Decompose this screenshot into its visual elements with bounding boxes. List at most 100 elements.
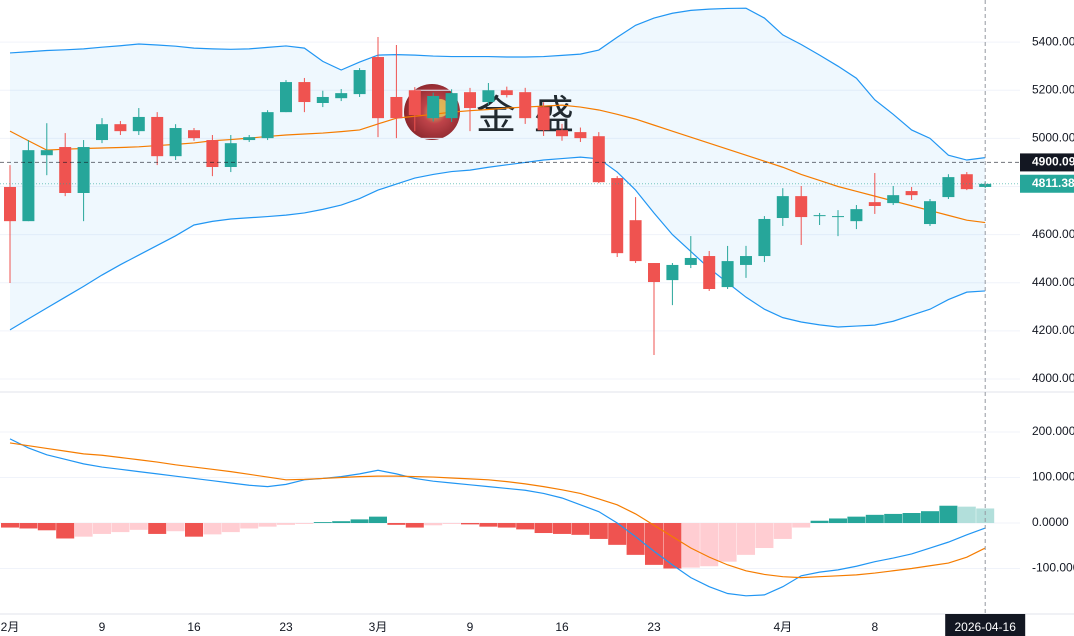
- price-label: 4900.09: [1032, 155, 1074, 169]
- candle-body: [335, 93, 348, 99]
- macd-histogram-bar: [258, 523, 277, 527]
- macd-histogram-bar: [461, 523, 479, 525]
- candle-body: [519, 92, 532, 119]
- macd-histogram-bar: [387, 523, 406, 525]
- macd-histogram-bar: [497, 523, 516, 528]
- macd-histogram-bar: [93, 523, 111, 534]
- y-tick-label: 4000.00: [1032, 371, 1074, 385]
- macd-histogram-bar: [442, 523, 461, 524]
- candle-body: [629, 220, 642, 262]
- candle-body: [592, 136, 605, 183]
- macd-histogram-bar: [277, 523, 295, 525]
- candle-body: [611, 178, 624, 254]
- macd-histogram-bar: [240, 523, 259, 529]
- candle-body: [206, 140, 219, 168]
- macd-histogram-bar: [957, 506, 976, 524]
- candle-body: [372, 57, 384, 119]
- macd-histogram-bar: [203, 523, 222, 535]
- macd-histogram-bar: [865, 514, 884, 524]
- x-tick-label: 3月: [369, 620, 388, 634]
- candle-body: [924, 201, 936, 225]
- candle-body: [556, 130, 568, 137]
- macd-histogram-bar: [810, 520, 829, 524]
- macd-histogram-bar: [424, 523, 443, 526]
- x-tick-label: 16: [187, 620, 201, 634]
- macd-histogram-bar: [166, 523, 185, 532]
- candle-body: [464, 92, 476, 109]
- x-tick-label: 23: [647, 620, 661, 634]
- candle-body: [114, 124, 127, 132]
- candle-body: [445, 93, 458, 119]
- y-tick-label: 4600.00: [1032, 227, 1074, 241]
- macd-histogram-bar: [755, 523, 774, 549]
- axis-panel: [1020, 0, 1074, 636]
- macd-histogram-bar: [939, 505, 958, 524]
- candle-body: [188, 130, 200, 139]
- candle-body: [408, 90, 421, 116]
- candle-body: [77, 147, 90, 193]
- macd-histogram-bar: [976, 508, 995, 524]
- macd-histogram-bar: [589, 523, 608, 539]
- macd-histogram-bar: [718, 523, 737, 562]
- x-tick-label: 4月: [773, 620, 792, 634]
- candle-body: [776, 196, 789, 219]
- macd-histogram-bar: [663, 523, 682, 569]
- macd-histogram-bar: [737, 523, 755, 555]
- candle-body: [666, 264, 679, 281]
- crosshair-label-box: [945, 614, 1026, 636]
- candle-body: [59, 147, 72, 193]
- macd-histogram-bar: [516, 523, 535, 530]
- y-tick-label: 5200.00: [1032, 82, 1074, 96]
- macd-histogram-bar: [369, 516, 387, 524]
- macd-histogram-bar: [608, 523, 627, 545]
- candle-body: [887, 195, 900, 204]
- macd-histogram-bar: [902, 513, 921, 524]
- x-tick-label: 23: [279, 620, 293, 634]
- y-tick-label: 4400.00: [1032, 275, 1074, 289]
- macd-dif-line: [9, 438, 986, 597]
- macd-histogram-bar: [56, 523, 75, 539]
- candle-body: [758, 218, 771, 257]
- macd-histogram-bar: [405, 523, 424, 528]
- candle-body: [316, 96, 329, 103]
- macd-histogram-bar: [1, 523, 19, 528]
- macd-histogram-bar: [74, 523, 93, 537]
- macd-histogram-bar: [626, 523, 645, 555]
- macd-histogram-bar: [534, 523, 553, 534]
- macd-histogram-bar: [313, 522, 332, 524]
- macd-histogram-bar: [829, 518, 847, 524]
- macd-histogram-bar: [148, 523, 167, 534]
- candle-body: [740, 256, 752, 265]
- candle-body: [96, 124, 108, 141]
- candle-body: [243, 137, 256, 141]
- candle-body: [353, 70, 366, 95]
- candle-body: [960, 174, 973, 190]
- macd-histogram-bar: [129, 523, 148, 530]
- candle-body: [427, 96, 440, 119]
- macd-histogram-bar: [37, 523, 56, 531]
- macd-dea-line: [9, 442, 986, 579]
- x-tick-label: 9: [467, 620, 474, 634]
- macd-histogram-bar: [571, 523, 590, 535]
- x-tick-label: 2月: [1, 620, 20, 634]
- candle-body: [648, 263, 660, 283]
- macd-histogram-bar: [553, 523, 571, 534]
- candle-body: [132, 116, 145, 132]
- time-axis-panel: [0, 614, 1074, 636]
- candle-body: [703, 256, 716, 290]
- macd-histogram-bar: [221, 523, 240, 533]
- macd-histogram-bar: [847, 516, 866, 524]
- candle-body: [942, 177, 955, 198]
- candle-body: [224, 143, 237, 168]
- macd-tick-label: 200.000: [1032, 424, 1074, 438]
- price-label-box: [1020, 174, 1074, 193]
- candle-body: [850, 209, 863, 222]
- candle-body: [813, 215, 826, 217]
- candle-body: [22, 150, 35, 222]
- candle-body: [390, 96, 403, 119]
- candle-body: [868, 202, 881, 206]
- candle-body: [795, 196, 808, 218]
- macd-tick-label: -100.000: [1032, 561, 1074, 575]
- y-tick-label: 5000.00: [1032, 131, 1074, 145]
